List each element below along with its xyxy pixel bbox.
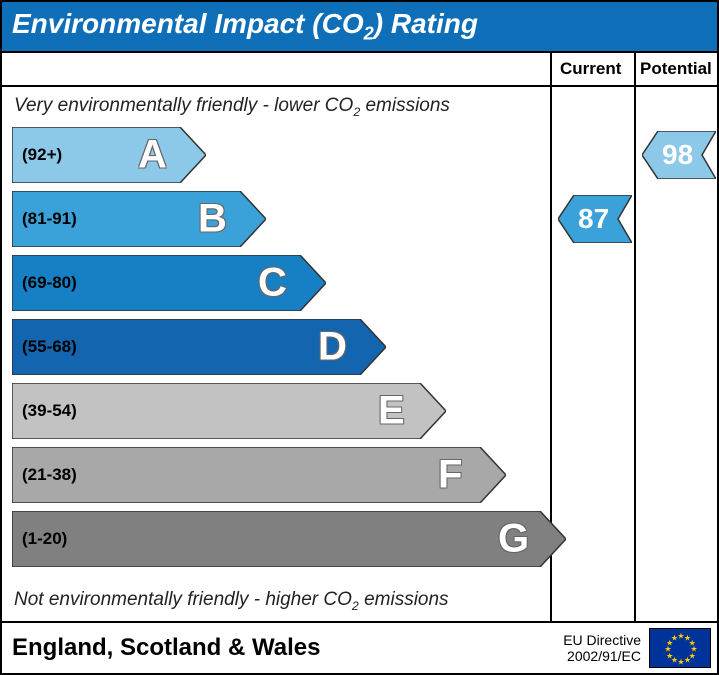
directive-line2: 2002/91/EC	[563, 648, 641, 664]
band-letter: G	[498, 516, 529, 561]
band-letter: A	[138, 132, 167, 177]
header-current: Current	[560, 59, 621, 79]
caption-bottom: Not environmentally friendly - higher CO…	[14, 589, 449, 613]
caption-top: Very environmentally friendly - lower CO…	[14, 95, 450, 119]
header-potential: Potential	[640, 59, 712, 79]
band-range: (92+)	[22, 145, 62, 165]
rating-value: 87	[578, 203, 609, 235]
eu-flag-icon: ★★★★★★★★★★★★	[649, 628, 711, 668]
potential-rating-arrow: 98	[642, 131, 716, 179]
band-range: (81-91)	[22, 209, 77, 229]
band-range: (69-80)	[22, 273, 77, 293]
band-letter: B	[198, 196, 227, 241]
column-header-row: Current Potential	[2, 53, 717, 87]
band-range: (1-20)	[22, 529, 67, 549]
band-letter: F	[438, 452, 462, 497]
flag-star-icon: ★	[684, 656, 691, 665]
footer-directive: EU Directive 2002/91/EC	[563, 632, 641, 664]
rating-card: Environmental Impact (CO2) Rating Curren…	[0, 0, 719, 675]
band-range: (21-38)	[22, 465, 77, 485]
band-range: (39-54)	[22, 401, 77, 421]
rating-value: 98	[662, 139, 693, 171]
footer-region: England, Scotland & Wales	[12, 634, 320, 662]
band-letter: E	[378, 388, 405, 433]
flag-star-icon: ★	[677, 658, 684, 667]
band-letter: C	[258, 260, 287, 305]
directive-line1: EU Directive	[563, 632, 641, 648]
title-text: Environmental Impact (CO2) Rating	[12, 8, 478, 39]
footer: England, Scotland & Wales EU Directive 2…	[2, 621, 717, 673]
band-letter: D	[318, 324, 347, 369]
chart-body: Current Potential Very environmentally f…	[2, 53, 717, 623]
band-range: (55-68)	[22, 337, 77, 357]
current-rating-arrow: 87	[558, 195, 632, 243]
column-divider-2	[634, 53, 636, 623]
title-bar: Environmental Impact (CO2) Rating	[2, 2, 717, 53]
flag-star-icon: ★	[671, 633, 678, 642]
